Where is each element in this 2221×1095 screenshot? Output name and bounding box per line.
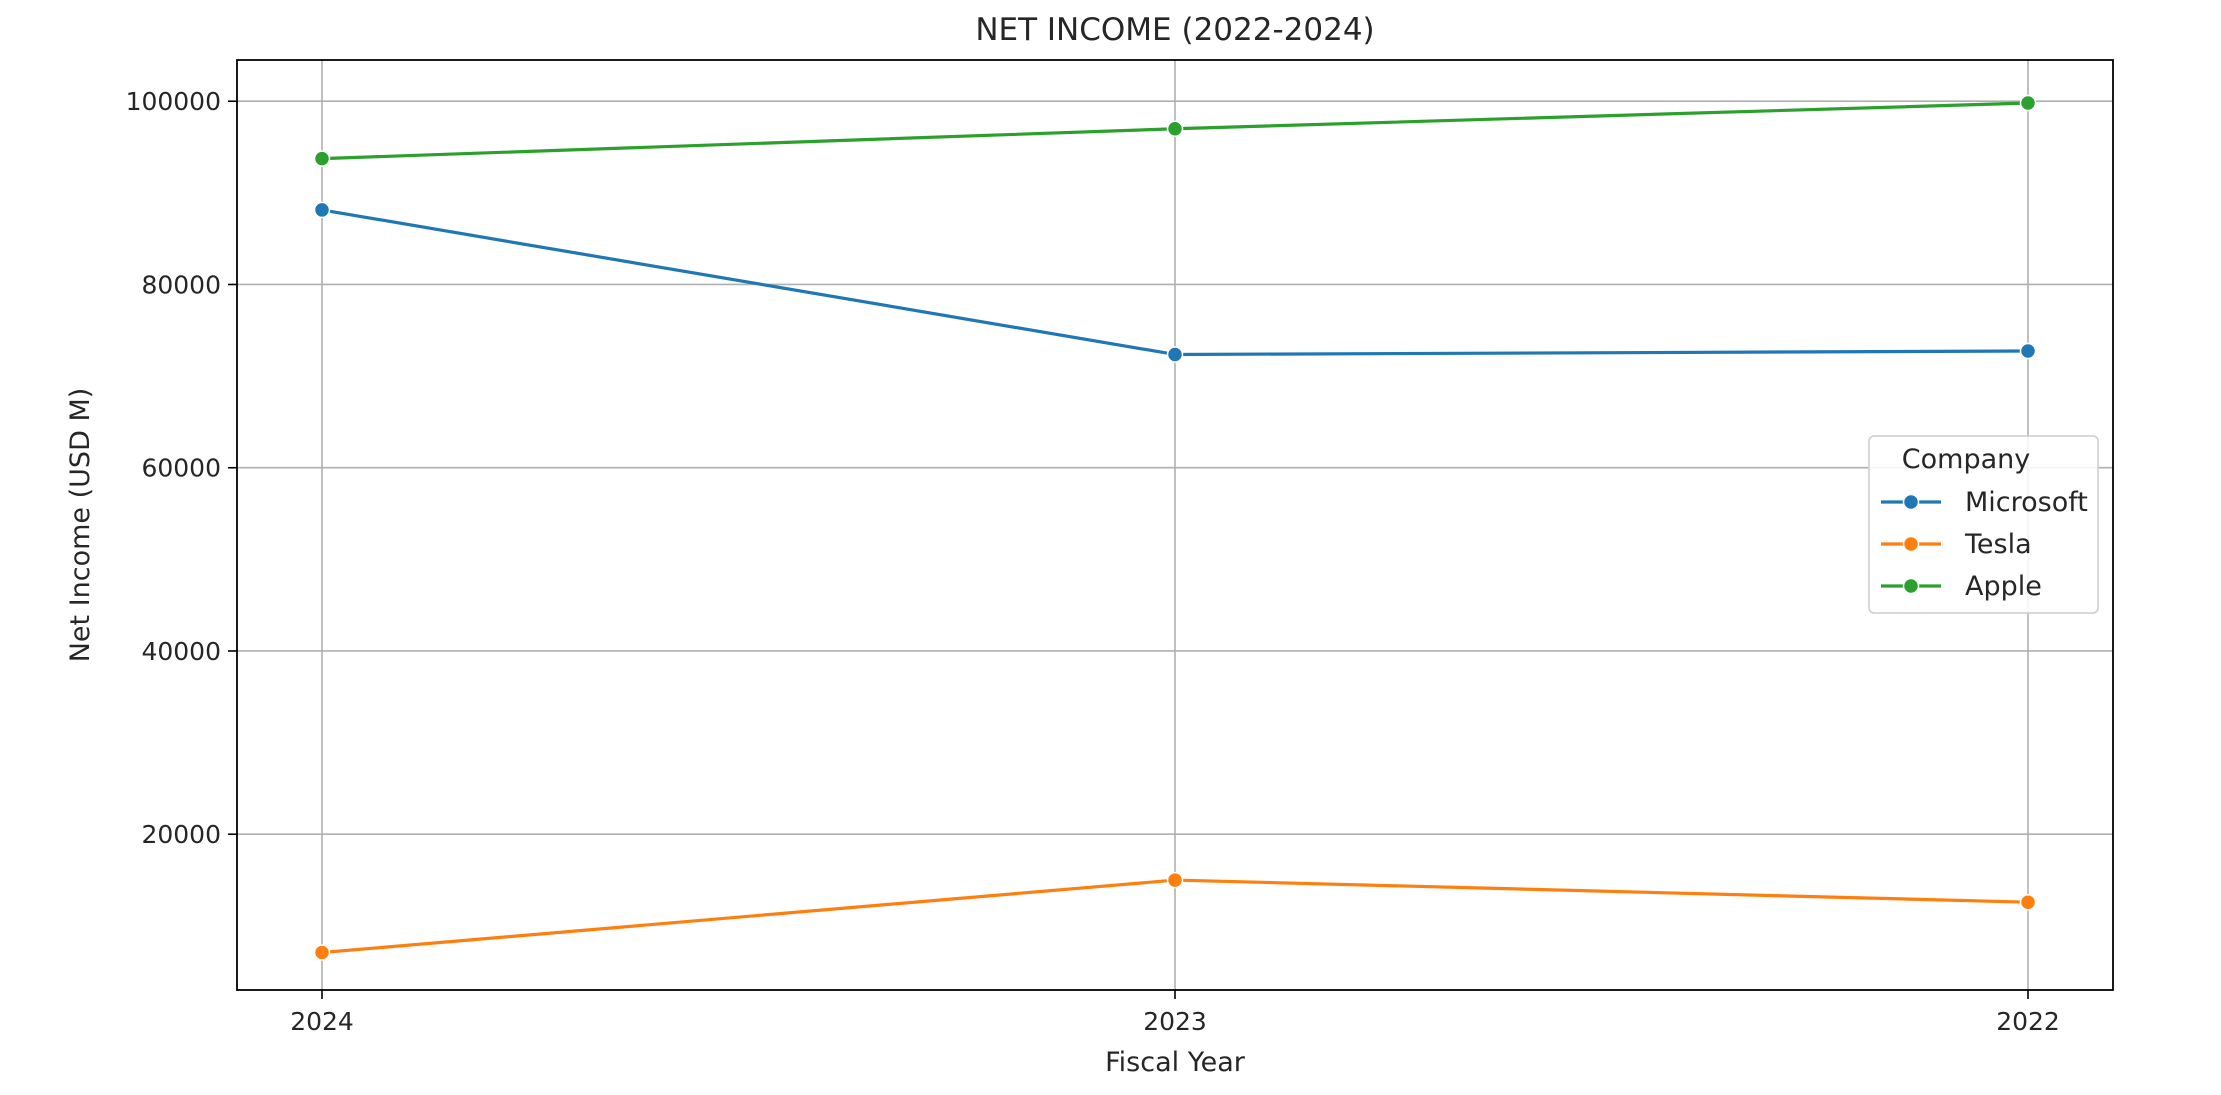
y-tick-label: 20000: [141, 820, 221, 849]
x-tick-label: 2022: [1996, 1007, 2060, 1036]
x-tick-label: 2023: [1143, 1007, 1207, 1036]
data-point: [1166, 120, 1184, 138]
x-tick-label: 2024: [290, 1007, 354, 1036]
legend-label: Microsoft: [1965, 487, 2088, 518]
data-point: [1166, 871, 1184, 889]
legend-label: Apple: [1965, 571, 2042, 602]
y-tick-label: 100000: [126, 87, 221, 116]
data-point: [313, 944, 331, 961]
series-layer: [313, 94, 2037, 961]
legend-item-apple: Apple: [1881, 571, 2042, 602]
legend-item-tesla: Tesla: [1881, 529, 2032, 560]
legend-label: Tesla: [1964, 529, 2032, 560]
series-apple: [313, 94, 2037, 167]
x-axis: 2024 2023 2022: [290, 990, 2060, 1036]
legend-item-microsoft: Microsoft: [1881, 487, 2088, 518]
series-tesla: [313, 871, 2037, 961]
data-point: [313, 150, 331, 167]
legend-marker-swatch: [1902, 535, 1920, 553]
y-axis: 20000 40000 60000 80000 100000: [126, 87, 237, 849]
data-point: [1166, 346, 1184, 363]
series-microsoft: [313, 201, 2037, 363]
y-tick-label: 40000: [141, 637, 221, 666]
y-axis-title: Net Income (USD M): [65, 388, 96, 663]
x-axis-title: Fiscal Year: [1105, 1047, 1246, 1078]
legend-title: Company: [1902, 444, 2030, 475]
legend: Company Microsoft Tesla Apple: [1868, 435, 2099, 614]
data-point: [2019, 342, 2037, 360]
legend-marker-swatch: [1902, 493, 1920, 511]
grid: [237, 60, 2113, 990]
y-tick-label: 60000: [141, 454, 221, 483]
y-tick-label: 80000: [141, 270, 221, 299]
chart-title: NET INCOME (2022-2024): [975, 12, 1374, 48]
data-point: [2019, 893, 2037, 911]
legend-marker-swatch: [1902, 577, 1920, 595]
data-point: [313, 201, 331, 219]
legend-box: [1868, 435, 2099, 614]
legend-items: Microsoft Tesla Apple: [1881, 487, 2088, 602]
data-point: [2019, 94, 2037, 112]
